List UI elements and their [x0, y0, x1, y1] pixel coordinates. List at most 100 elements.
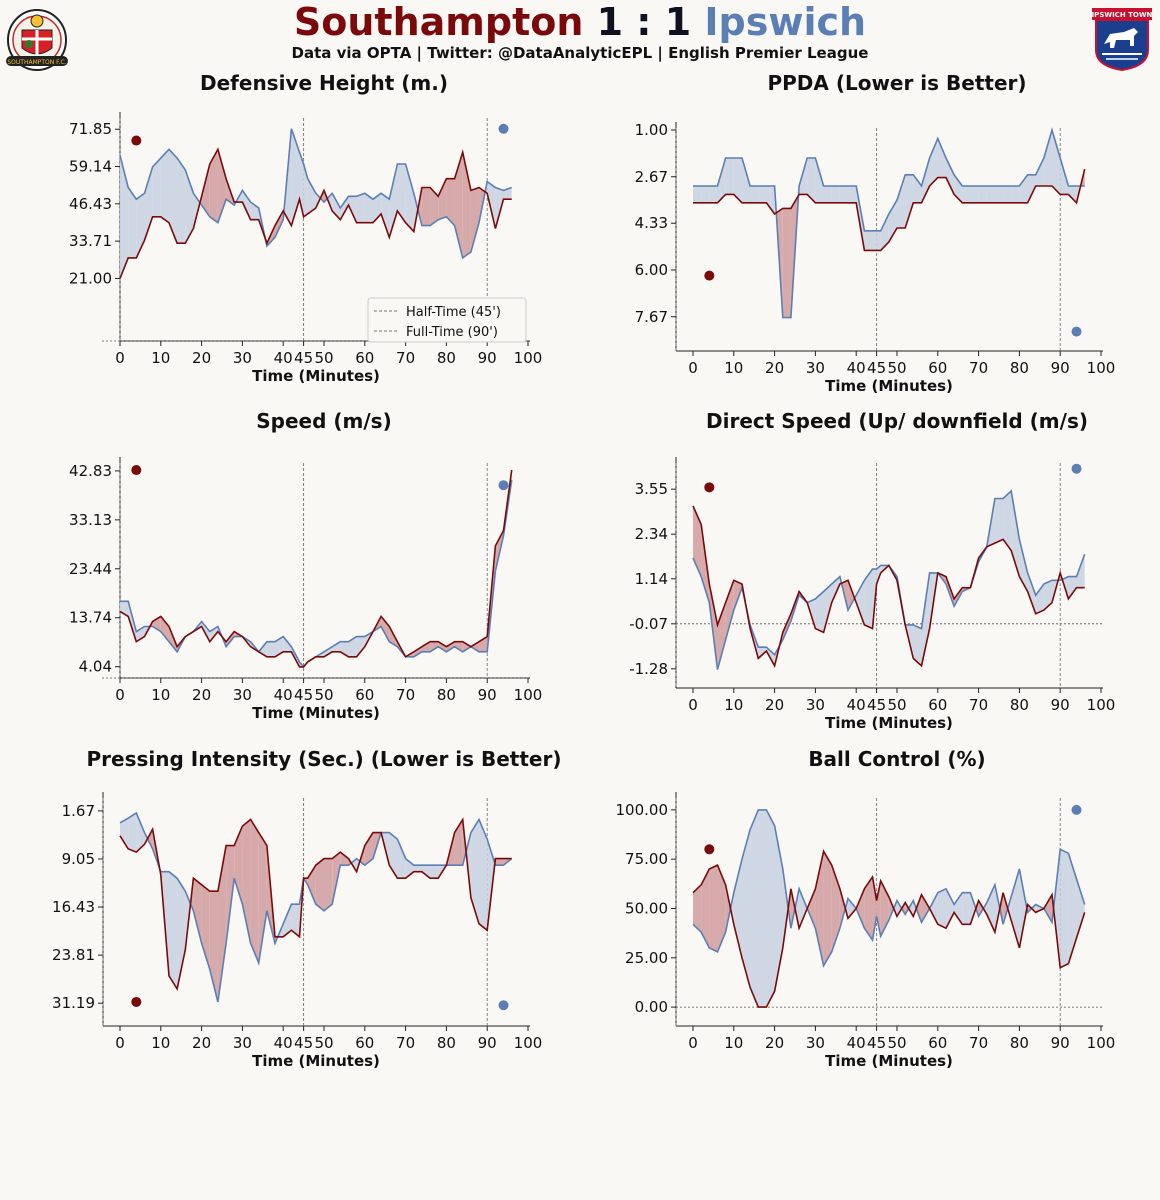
away-advantage-area: [1060, 849, 1069, 968]
chart-panel-1: Defensive Height (m.) 0 10 20 30 40 45 50 60 70 80…: [69, 71, 542, 385]
away-advantage-area: [945, 888, 955, 929]
away-series-line: [119, 811, 513, 1003]
x-axis-label: Time (Minutes): [252, 367, 380, 385]
away-advantage-area: [291, 904, 300, 937]
x-tick-label: 20: [765, 696, 784, 714]
match-title: Southampton 1 : 1 Ipswich: [0, 0, 1160, 44]
away-advantage-area: [897, 174, 906, 228]
away-advantage-area: [421, 865, 431, 879]
x-tick-label: 50: [887, 696, 906, 714]
data-source-subtitle: Data via OPTA | Twitter: @DataAnalyticEP…: [291, 44, 869, 62]
away-advantage-area: [766, 186, 775, 214]
home-advantage-area: [693, 884, 702, 933]
chart-title: PPDA (Lower is Better): [767, 71, 1026, 95]
x-tick-label: 60: [928, 359, 947, 377]
away-advantage-area: [1053, 849, 1061, 968]
away-advantage-area: [120, 155, 129, 279]
home-advantage-area: [495, 858, 504, 866]
away-advantage-area: [831, 186, 840, 203]
chart-panel-6: Ball Control (%) 0 10 20 30 40 45 50 60 70 80 90 100…: [616, 747, 1116, 1070]
x-tick-label: 0: [115, 1034, 125, 1052]
x-axis-label: Time (Minutes): [252, 704, 380, 722]
home-advantage-area: [807, 888, 816, 929]
x-tick-label: 20: [192, 1034, 211, 1052]
y-tick-label: 0.00: [635, 998, 668, 1016]
chart-panel-4: Direct Speed (Up/ downfield (m/s) 0 10 20 30…: [629, 409, 1115, 732]
away-advantage-area: [750, 809, 759, 1008]
y-tick-label: 75.00: [625, 850, 668, 868]
y-tick-label: 2.34: [635, 525, 668, 543]
away-advantage-area: [168, 871, 178, 989]
x-tick-label: 0: [115, 349, 125, 367]
x-tick-label: 0: [688, 359, 698, 377]
away-advantage-area: [168, 149, 178, 244]
y-tick-label: 100.00: [616, 801, 669, 819]
x-tick-label: 60: [355, 349, 374, 367]
y-tick-label: 1.00: [635, 121, 668, 139]
home-advantage-area: [831, 865, 840, 952]
x-tick-label: 45: [867, 696, 886, 714]
away-advantage-area: [1043, 580, 1053, 611]
away-advantage-area: [160, 149, 169, 223]
home-advantage-area: [275, 210, 284, 238]
x-tick-label: 60: [928, 696, 947, 714]
away-advantage-area: [356, 193, 365, 223]
home-advantage-area: [454, 641, 463, 652]
away-advantage-area: [758, 809, 767, 1008]
away-advantage-area: [1043, 130, 1053, 186]
away-advantage-area: [283, 636, 292, 652]
away-advantage-area: [405, 164, 414, 232]
y-tick-label: -0.07: [629, 615, 668, 633]
away-advantage-area: [733, 158, 742, 203]
away-advantage-area: [905, 174, 914, 228]
home-team-name: Southampton: [293, 0, 584, 44]
away-advantage-area: [864, 569, 873, 629]
x-tick-label: 0: [688, 1034, 698, 1052]
home-advantage-area: [717, 865, 726, 952]
chart-title: Pressing Intensity (Sec.) (Lower is Bett…: [86, 747, 561, 771]
away-advantage-area: [340, 196, 349, 220]
home-advantage-area: [864, 876, 873, 941]
away-marker-dot: [498, 480, 509, 491]
home-advantage-area: [693, 505, 702, 577]
away-advantage-area: [389, 832, 398, 879]
away-advantage-area: [913, 174, 922, 203]
x-tick-label: 80: [1010, 1034, 1029, 1052]
home-advantage-area: [790, 888, 795, 929]
away-advantage-area: [348, 636, 357, 657]
away-advantage-area: [209, 626, 218, 642]
x-tick-label: 40: [274, 349, 293, 367]
y-tick-label: 6.00: [635, 261, 668, 279]
x-tick-label: 100: [1087, 359, 1116, 377]
away-advantage-area: [795, 888, 800, 929]
home-advantage-area: [888, 896, 894, 921]
away-advantage-area: [397, 839, 406, 879]
home-advantage-area: [470, 187, 480, 252]
legend-box: [367, 297, 527, 343]
x-tick-label: 50: [887, 359, 906, 377]
away-advantage-area: [266, 641, 276, 657]
chart-panel-5: Pressing Intensity (Sec.) (Lower is Bett…: [52, 747, 561, 1070]
home-advantage-area: [462, 152, 471, 258]
away-advantage-area: [994, 186, 1004, 203]
away-advantage-area: [397, 164, 406, 223]
away-advantage-area: [1076, 554, 1085, 588]
away-advantage-area: [799, 888, 808, 929]
home-advantage-area: [160, 616, 169, 642]
away-advantage-area: [986, 186, 995, 203]
away-advantage-area: [888, 200, 897, 242]
away-advantage-area: [1076, 878, 1085, 939]
x-tick-label: 40: [274, 686, 293, 704]
away-advantage-area: [970, 892, 976, 925]
x-tick-label: 80: [1010, 696, 1029, 714]
legend-entry: Half-Time (45'): [406, 305, 501, 320]
x-tick-label: 10: [151, 1034, 170, 1052]
away-series-line: [692, 489, 1086, 670]
x-tick-label: 100: [514, 1034, 543, 1052]
home-advantage-area: [823, 851, 832, 966]
home-advantage-area: [430, 641, 439, 652]
away-advantage-area: [389, 164, 398, 238]
away-advantage-area: [848, 898, 857, 919]
away-advantage-area: [1027, 174, 1036, 203]
away-advantage-area: [1035, 158, 1044, 186]
